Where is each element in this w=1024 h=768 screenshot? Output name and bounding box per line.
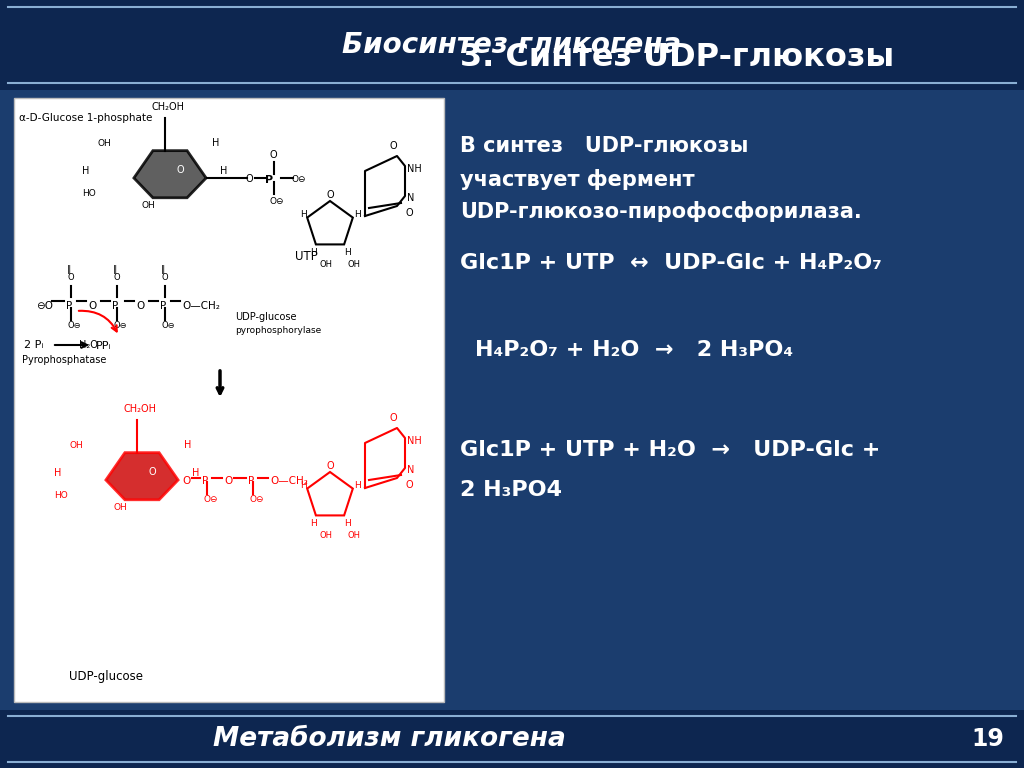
Text: CH₂OH: CH₂OH [124,404,157,414]
Text: O—CH₂: O—CH₂ [270,476,308,486]
Text: OH: OH [348,260,361,269]
Text: OH: OH [114,503,128,512]
Text: O: O [389,413,397,423]
Text: UDP-glucose: UDP-glucose [69,670,143,683]
Text: H: H [300,481,307,490]
Text: H: H [54,468,61,478]
Text: P: P [202,476,208,486]
Text: O: O [389,141,397,151]
Text: H: H [212,138,219,148]
Text: pyrophosphorylase: pyrophosphorylase [234,326,322,335]
Text: P: P [66,301,73,311]
Text: O: O [88,301,96,311]
Polygon shape [134,151,206,198]
Text: Pyrophosphatase: Pyrophosphatase [22,355,106,365]
Text: Метаболизм гликогена: Метаболизм гликогена [213,726,565,752]
Text: O⊖: O⊖ [67,321,81,330]
Text: ‖
O: ‖ O [161,266,168,282]
Text: OH: OH [319,531,333,540]
Bar [14,98,444,702]
Text: O: O [406,208,413,218]
Text: O⊖: O⊖ [113,321,127,330]
Text: Glc1P + UTP  ↔  UDP-Glc + H₄P₂O₇: Glc1P + UTP ↔ UDP-Glc + H₄P₂O₇ [460,253,882,273]
Text: 2 H₃PO4: 2 H₃PO4 [460,480,562,500]
Text: O⊖: O⊖ [203,495,217,504]
Text: NH: NH [407,436,422,446]
Text: O: O [406,480,413,490]
Text: Биосинтез гликогена: Биосинтез гликогена [342,31,682,59]
Text: O⊖: O⊖ [269,197,284,206]
Text: H₂O: H₂O [79,340,98,350]
Text: H: H [344,519,351,528]
Text: NH: NH [407,164,422,174]
Text: OH: OH [70,441,84,450]
Text: H: H [310,248,316,257]
Text: H: H [184,440,191,450]
Text: ⊖O: ⊖O [36,301,53,311]
Text: N: N [407,193,415,203]
Text: α-D-Glucose 1-phosphate: α-D-Glucose 1-phosphate [19,113,153,123]
Text: CH₂OH: CH₂OH [152,102,185,112]
Text: H: H [300,210,307,219]
Text: N: N [407,465,415,475]
Text: O⊖: O⊖ [161,321,175,330]
Text: ‖
O: ‖ O [67,266,74,282]
Text: 3. Синтез UDP-глюкозы: 3. Синтез UDP-глюкозы [460,42,894,74]
Text: O: O [182,476,190,486]
Text: O—CH₂: O—CH₂ [182,301,220,311]
Text: 19: 19 [972,727,1005,751]
Text: OH: OH [319,260,333,269]
Text: HO: HO [82,189,96,198]
Text: H: H [310,519,316,528]
Text: O: O [148,467,156,477]
Text: O: O [270,150,278,160]
Text: H: H [344,248,351,257]
Bar [0,710,1024,768]
Text: O: O [224,476,232,486]
Text: O⊖: O⊖ [292,175,306,184]
Text: O: O [245,174,253,184]
Polygon shape [307,201,353,244]
Text: P: P [112,301,118,311]
Text: OH: OH [98,139,112,148]
Text: H: H [354,481,360,490]
Text: 2 Pᵢ: 2 Pᵢ [24,340,43,350]
Text: OH: OH [142,201,156,210]
Text: O: O [327,190,334,200]
Text: UDP-glucose: UDP-glucose [234,312,297,322]
Text: UTP: UTP [295,250,317,263]
Text: P: P [248,476,254,486]
Text: P: P [160,301,166,311]
Text: UDP-глюкозо-пирофосфорилаза.: UDP-глюкозо-пирофосфорилаза. [460,201,862,223]
Text: ‖
O: ‖ O [113,266,120,282]
Text: В синтез   UDP-глюкозы: В синтез UDP-глюкозы [460,136,749,156]
Text: H: H [193,468,200,478]
Polygon shape [307,472,353,515]
Text: O: O [136,301,144,311]
Text: участвует фермент: участвует фермент [460,168,694,190]
Text: H: H [82,166,89,176]
Text: O: O [176,165,184,175]
Text: H₄P₂O₇ + H₂O  →   2 H₃PO₄: H₄P₂O₇ + H₂O → 2 H₃PO₄ [475,340,794,360]
Bar [0,0,1024,90]
Text: H: H [220,166,227,176]
Text: PPᵢ: PPᵢ [96,341,112,351]
Text: O⊖: O⊖ [249,495,263,504]
Text: P: P [265,175,273,185]
Polygon shape [105,452,178,500]
Text: O: O [327,461,334,471]
Text: H: H [354,210,360,219]
Text: Glc1P + UTP + H₂O  →   UDP-Glc +: Glc1P + UTP + H₂O → UDP-Glc + [460,440,881,460]
Text: OH: OH [348,531,361,540]
Text: HO: HO [54,491,68,500]
